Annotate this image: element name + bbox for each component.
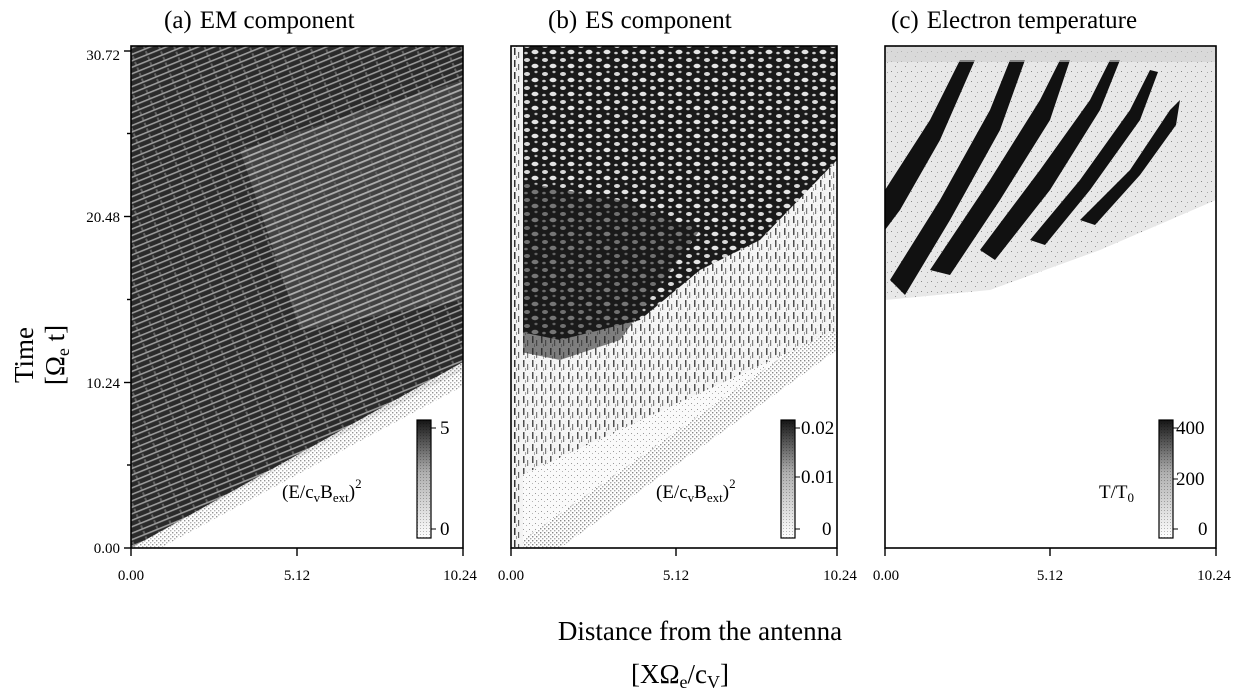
panel-c-cb-tick-max: 400: [1176, 418, 1205, 439]
y-axis-label: Time: [9, 327, 39, 383]
panel-a-ytick-0: 0.00: [94, 541, 120, 557]
panel-a-heatmap: [131, 46, 463, 548]
panel-b-xtick-1: 5.12: [663, 568, 689, 584]
x-axis-unit: [XΩe/cV]: [631, 659, 729, 692]
panel-c: 0.00 5.12 10.24 (c) Electron temperature …: [873, 7, 1232, 584]
panel-c-cb-tick-mid: 200: [1176, 469, 1205, 490]
panel-c-cb-label: T/T0: [1099, 482, 1134, 505]
panel-c-x-ticks: [884, 548, 1217, 556]
panel-b-heatmap: [511, 46, 837, 548]
x-axis-title: Distance from the antenna [XΩe/cV]: [558, 616, 842, 692]
panel-c-xtick-1: 5.12: [1037, 568, 1063, 584]
panel-a-cb-label: (E/cvBext)2: [282, 476, 362, 505]
panel-b-colorbar: 0.02 0.01 0 (E/cvBext)2: [656, 418, 834, 540]
panel-c-xtick-0: 0.00: [873, 568, 899, 584]
panel-a-ytick-1: 10.24: [86, 376, 120, 392]
panel-b: 0.00 5.12 10.24 (b) ES component 0.02 0.0…: [498, 7, 858, 584]
y-axis-unit: [Ωe t]: [40, 325, 73, 385]
panel-a-xtick-1: 5.12: [284, 568, 310, 584]
panel-a-colorbar: 5 0 (E/cvBext)2: [282, 418, 450, 540]
x-axis-label: Distance from the antenna: [558, 616, 842, 646]
panel-c-title: (c) Electron temperature: [891, 7, 1137, 34]
panel-a-x-ticks: [130, 548, 464, 556]
panel-a-ytick-3: 30.72: [86, 48, 120, 64]
panel-b-xtick-2: 10.24: [823, 568, 857, 584]
panel-b-cb-tick-mid: 0.01: [801, 467, 834, 488]
panel-b-title: (b) ES component: [548, 7, 732, 34]
panel-a-cb-tick-max: 5: [440, 418, 450, 439]
panel-b-cb-tick-max: 0.02: [801, 418, 834, 439]
y-axis-title: Time [Ωe t]: [9, 325, 73, 385]
panel-a-title: (a) EM component: [164, 7, 355, 34]
panel-a: 0.00 10.24 20.48 30.72 0.00 5.12 10.24 (…: [86, 7, 477, 584]
panel-c-cb-tick-min: 0: [1198, 519, 1208, 540]
panel-a-ytick-2: 20.48: [86, 210, 120, 226]
panel-c-xtick-2: 10.24: [1197, 568, 1231, 584]
panel-a-xtick-2: 10.24: [443, 568, 477, 584]
panel-b-x-ticks: [510, 548, 838, 556]
panel-b-frame: [510, 45, 838, 549]
panel-a-y-ticks: [124, 50, 131, 549]
panel-c-hot-streaks: [885, 60, 1180, 295]
panel-b-xtick-0: 0.00: [498, 568, 524, 584]
panel-b-cb-label: (E/cvBext)2: [656, 476, 736, 505]
panel-b-cb-tick-min: 0: [822, 519, 832, 540]
panel-a-xtick-0: 0.00: [118, 568, 144, 584]
panel-c-colorbar: 400 200 0 T/T0: [1099, 418, 1208, 540]
panel-a-cb-tick-min: 0: [440, 519, 450, 540]
